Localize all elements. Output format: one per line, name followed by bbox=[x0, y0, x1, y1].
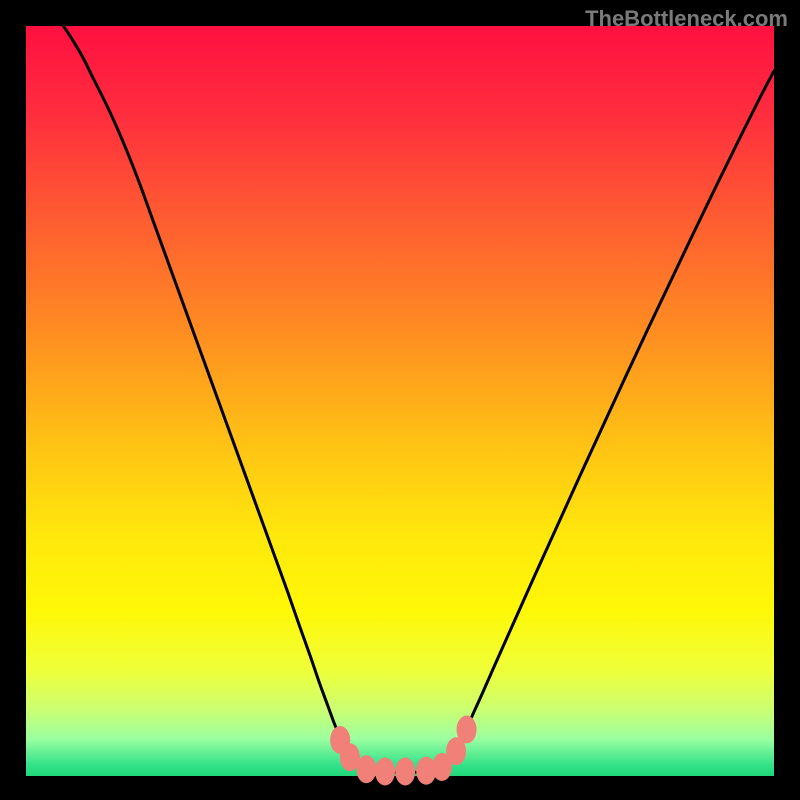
chart-svg bbox=[0, 0, 800, 800]
marker-point bbox=[356, 755, 376, 783]
chart-root: TheBottleneck.com bbox=[0, 0, 800, 800]
marker-point bbox=[395, 758, 415, 786]
marker-point bbox=[457, 716, 477, 744]
watermark-text: TheBottleneck.com bbox=[585, 6, 788, 32]
plot-area bbox=[26, 26, 774, 776]
marker-point bbox=[375, 758, 395, 786]
